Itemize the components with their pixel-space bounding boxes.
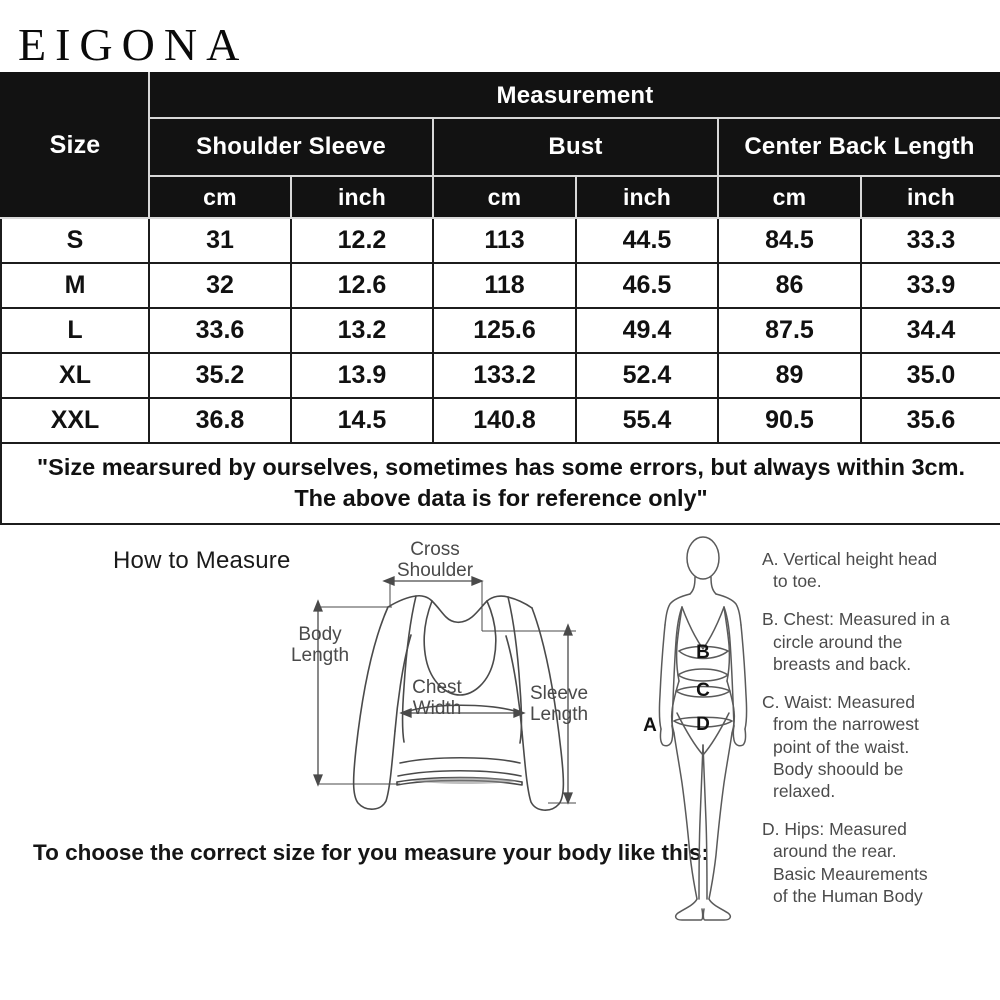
cell-size: M (0, 262, 150, 309)
description-c: C. Waist: Measured from the narrowest po… (762, 692, 919, 801)
how-to-measure-title: How to Measure (113, 547, 291, 574)
description-a: A. Vertical height head to toe. (762, 549, 938, 592)
cell-shoulder-in: 13.9 (290, 352, 434, 399)
header-row-top: Size Measurement (0, 72, 1000, 219)
body-mark-c: C (696, 680, 710, 701)
cell-size: L (0, 307, 150, 354)
cell-cbl-in: 33.3 (859, 217, 1000, 264)
cell-cbl-cm: 86 (717, 262, 862, 309)
cell-bust-cm: 125.6 (432, 307, 577, 354)
cell-bust-in: 46.5 (575, 262, 719, 309)
description-d: D. Hips: Measured around the rear. Basic… (762, 819, 928, 906)
header-measurement: Measurement (147, 72, 1000, 119)
header-unit-shoulder-inch: inch (290, 175, 434, 219)
header-unit-cbl-inch: inch (859, 175, 1000, 219)
cell-shoulder-cm: 31 (148, 217, 292, 264)
cell-shoulder-cm: 32 (148, 262, 292, 309)
cell-bust-in: 55.4 (575, 397, 719, 444)
cell-shoulder-in: 13.2 (290, 307, 434, 354)
header-size: Size (0, 72, 150, 219)
choose-size-instruction: To choose the correct size for you measu… (33, 840, 709, 865)
measurement-descriptions: A. Vertical height head to toe. B. Chest… (762, 548, 994, 907)
header-row-units: cm inch cm inch cm inch (1, 175, 1000, 219)
label-sleeve-length: Sleeve Length (529, 683, 589, 725)
header-unit-bust-cm: cm (432, 175, 577, 219)
header-group-center-back-length: Center Back Length (716, 117, 1000, 177)
body-mark-d: D (696, 714, 710, 735)
cell-shoulder-cm: 35.2 (148, 352, 292, 399)
cell-shoulder-cm: 36.8 (148, 397, 292, 444)
cell-size: S (0, 217, 150, 264)
cell-cbl-cm: 84.5 (717, 217, 862, 264)
body-figure-diagram: B C D A (643, 536, 748, 921)
cell-bust-cm: 118 (432, 262, 577, 309)
cell-bust-in: 49.4 (575, 307, 719, 354)
garment-measure-diagram (313, 576, 576, 811)
cell-shoulder-cm: 33.6 (148, 307, 292, 354)
cell-size: XXL (0, 397, 150, 444)
size-chart-table: Size Measurement Shoulder Sleeve Bust Ce… (0, 72, 1000, 526)
table-row: XL 35.2 13.9 133.2 52.4 89 35.0 (0, 352, 1000, 399)
body-mark-a: A (643, 715, 657, 736)
cell-cbl-in: 35.6 (859, 397, 1000, 444)
cell-size: XL (0, 352, 150, 399)
cell-bust-cm: 113 (432, 217, 577, 264)
body-mark-b: B (696, 642, 710, 663)
cell-cbl-in: 35.0 (859, 352, 1000, 399)
label-chest-width: Chest Width (412, 677, 462, 719)
label-body-length: Body Length (290, 624, 350, 666)
table-footnote: "Size mearsured by ourselves, sometimes … (0, 441, 1000, 526)
cell-bust-in: 44.5 (575, 217, 719, 264)
description-b: B. Chest: Measured in a circle around th… (762, 609, 950, 674)
header-unit-cbl-cm: cm (717, 175, 862, 219)
cell-bust-in: 52.4 (575, 352, 719, 399)
table-row: XXL 36.8 14.5 140.8 55.4 90.5 35.6 (0, 397, 1000, 444)
table-body: S 31 12.2 113 44.5 84.5 33.3 M 32 12.6 1… (0, 217, 1000, 444)
table-row: M 32 12.6 118 46.5 86 33.9 (0, 262, 1000, 309)
table-row: S 31 12.2 113 44.5 84.5 33.3 (0, 217, 1000, 264)
footnote-line-2: The above data is for reference only" (294, 484, 708, 511)
cell-shoulder-in: 12.2 (290, 217, 434, 264)
header-unit-bust-inch: inch (575, 175, 719, 219)
header-group-bust: Bust (432, 117, 719, 177)
cell-bust-cm: 133.2 (432, 352, 577, 399)
header-group-shoulder-sleeve: Shoulder Sleeve (148, 117, 434, 177)
header-row-groups: Shoulder Sleeve Bust Center Back Length (1, 117, 1000, 177)
footnote-line-1: "Size mearsured by ourselves, sometimes … (37, 454, 966, 480)
cell-shoulder-in: 12.6 (290, 262, 434, 309)
cell-cbl-in: 34.4 (859, 307, 1000, 354)
label-cross-shoulder: Cross Shoulder (396, 539, 474, 581)
table-header: Size Measurement Shoulder Sleeve Bust Ce… (0, 72, 1000, 219)
cell-cbl-cm: 90.5 (717, 397, 862, 444)
cell-shoulder-in: 14.5 (290, 397, 434, 444)
cell-cbl-cm: 89 (717, 352, 862, 399)
brand-logo: EIGONA (18, 19, 249, 70)
table-row: L 33.6 13.2 125.6 49.4 87.5 34.4 (0, 307, 1000, 354)
cell-cbl-cm: 87.5 (717, 307, 862, 354)
cell-bust-cm: 140.8 (432, 397, 577, 444)
header-unit-shoulder-cm: cm (148, 175, 292, 219)
cell-cbl-in: 33.9 (859, 262, 1000, 309)
